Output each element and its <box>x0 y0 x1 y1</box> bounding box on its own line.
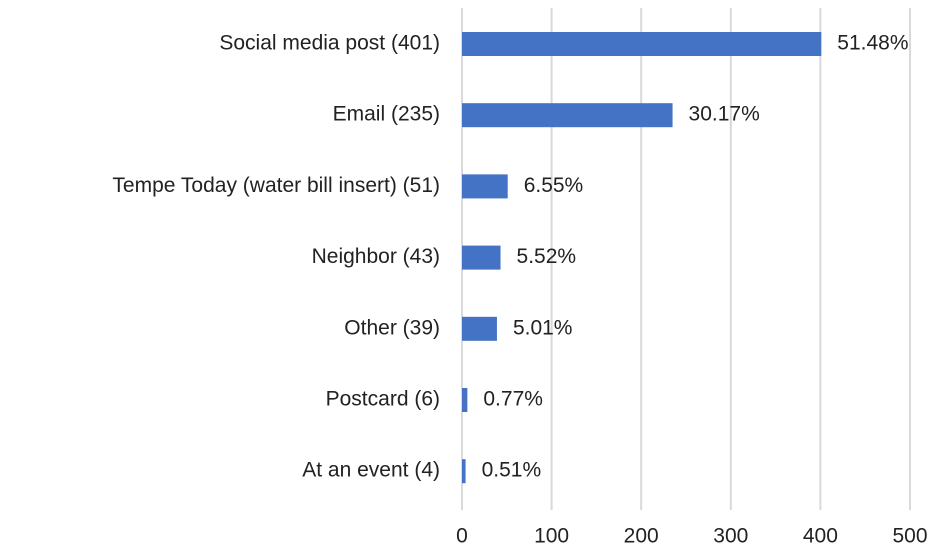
y-tick-label: Tempe Today (water bill insert) (51) <box>112 174 440 197</box>
bar <box>462 316 497 341</box>
data-label: 5.01% <box>513 316 573 339</box>
y-tick-label: Social media post (401) <box>219 32 440 55</box>
x-tick-label: 400 <box>803 525 838 548</box>
y-tick-label: Email (235) <box>333 103 440 126</box>
x-tick-label: 200 <box>624 525 659 548</box>
x-tick-label: 0 <box>456 525 468 548</box>
data-label: 5.52% <box>517 245 577 268</box>
bar <box>462 388 468 412</box>
bar <box>462 459 466 484</box>
bar <box>462 103 673 128</box>
bar <box>462 174 508 199</box>
data-label: 6.55% <box>524 174 584 197</box>
y-tick-label: Neighbor (43) <box>312 245 440 268</box>
y-tick-label: At an event (4) <box>302 459 440 482</box>
y-tick-label: Postcard (6) <box>326 388 440 411</box>
bar <box>462 245 501 270</box>
bar <box>462 32 822 56</box>
x-tick-label: 500 <box>892 525 927 548</box>
data-label: 0.51% <box>482 459 542 482</box>
y-tick-label: Other (39) <box>344 316 440 339</box>
x-tick-label: 300 <box>713 525 748 548</box>
data-label: 30.17% <box>689 103 760 126</box>
data-label: 51.48% <box>837 32 908 55</box>
x-tick-label: 100 <box>534 525 569 548</box>
data-label: 0.77% <box>483 388 543 411</box>
